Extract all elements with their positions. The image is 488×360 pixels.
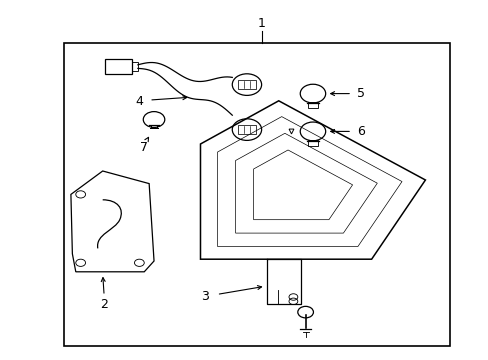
Bar — [307, 140, 317, 146]
Bar — [238, 80, 255, 89]
Bar — [105, 59, 132, 74]
Bar — [132, 62, 138, 71]
Bar — [238, 125, 255, 134]
Text: 3: 3 — [201, 291, 209, 303]
Text: 7: 7 — [140, 141, 148, 154]
Text: 4: 4 — [135, 95, 143, 108]
Text: 6: 6 — [356, 125, 364, 138]
Text: 1: 1 — [257, 17, 265, 30]
Text: 5: 5 — [356, 87, 364, 100]
Text: 2: 2 — [100, 298, 108, 311]
Bar — [307, 102, 317, 108]
Bar — [63, 43, 449, 346]
